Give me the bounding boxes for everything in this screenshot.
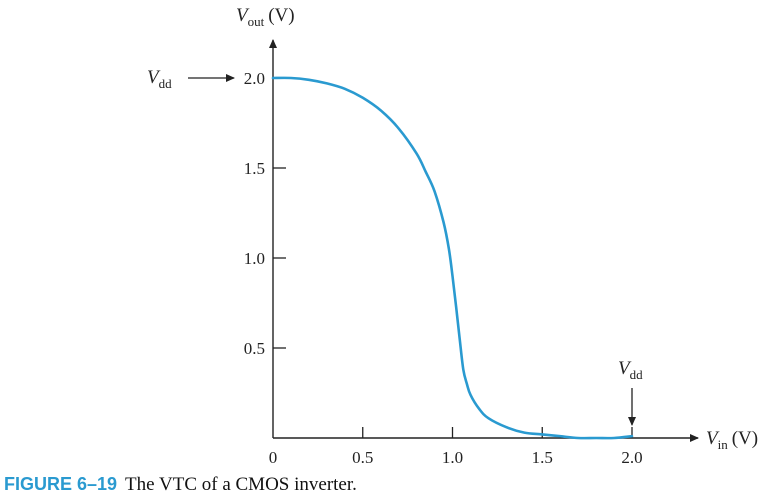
vdd-y-annotation: Vdd: [147, 67, 172, 91]
figure-caption-text: The VTC of a CMOS inverter.: [125, 474, 357, 495]
x-ticks: 0 0.5 1.0 1.5 2.0: [269, 427, 643, 467]
vdd-x-annotation: Vdd: [618, 358, 643, 382]
vtc-curve: [271, 76, 634, 440]
y-ticks: 0.5 1.0 1.5 2.0: [244, 69, 286, 358]
y-axis-label: Vout (V): [236, 5, 295, 29]
figure-label: FIGURE 6–19: [4, 474, 118, 494]
x-tick-label: 0: [269, 448, 278, 467]
x-axis-label: Vin (V): [706, 428, 758, 452]
x-tick-label: 2.0: [621, 448, 642, 467]
x-tick-label: 1.0: [442, 448, 463, 467]
y-tick-label: 0.5: [244, 339, 265, 358]
figure-caption: FIGURE 6–19 The VTC of a CMOS inverter.: [4, 474, 357, 496]
x-tick-label: 1.5: [532, 448, 553, 467]
x-tick-label: 0.5: [352, 448, 373, 467]
y-tick-label: 1.0: [244, 249, 265, 268]
y-tick-label: 1.5: [244, 159, 265, 178]
y-tick-label: 2.0: [244, 69, 265, 88]
